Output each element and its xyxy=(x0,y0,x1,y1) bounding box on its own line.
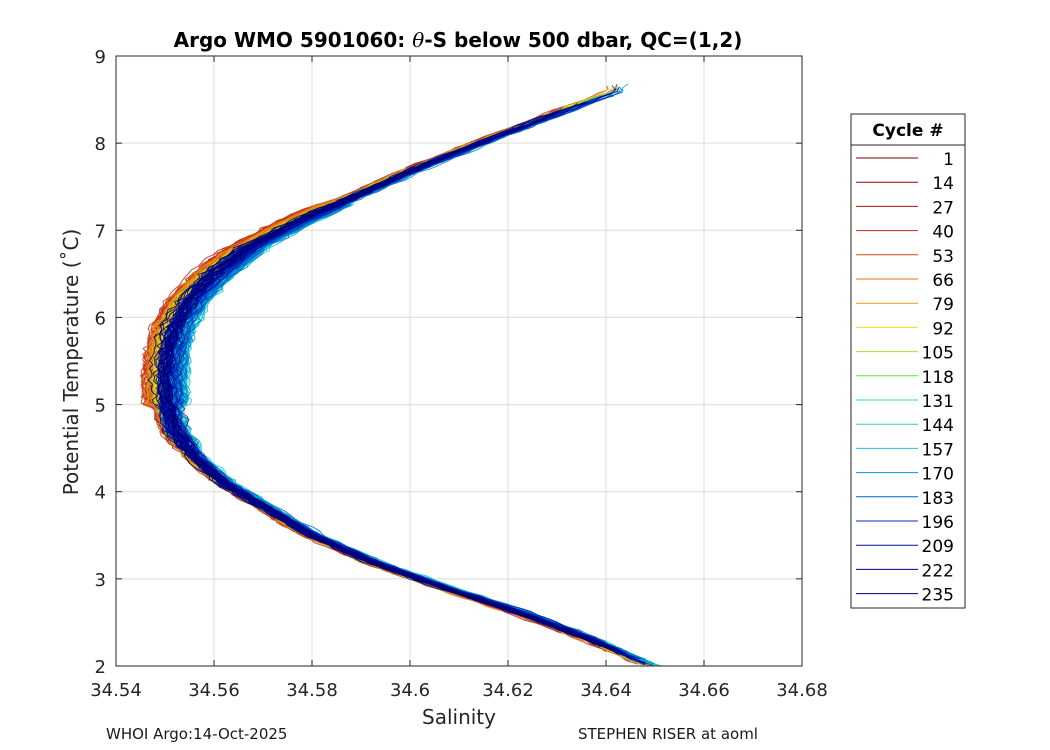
profile-line-cycle xyxy=(157,166,611,650)
legend-label: 40 xyxy=(932,223,954,243)
y-tick-label: 4 xyxy=(95,483,106,504)
profile-line-cycle xyxy=(156,181,581,637)
x-tick-label: 34.56 xyxy=(188,680,240,701)
x-tick-label: 34.6 xyxy=(390,680,430,701)
plot-background xyxy=(116,56,802,666)
legend-label: 1 xyxy=(943,150,954,170)
footer-left: WHOI Argo:14-Oct-2025 xyxy=(106,725,288,743)
x-tick-label: 34.58 xyxy=(286,680,338,701)
y-tick-label: 6 xyxy=(95,308,106,329)
plot-frame xyxy=(115,55,803,667)
y-tick-label: 3 xyxy=(95,570,106,591)
y-tick-label: 7 xyxy=(95,221,106,242)
legend-label: 118 xyxy=(922,368,954,388)
chart-title: Argo WMO 5901060: θ-S below 500 dbar, QC… xyxy=(174,28,743,52)
legend-label: 196 xyxy=(922,513,954,533)
legend-label: 235 xyxy=(922,586,954,606)
x-tick-label: 34.66 xyxy=(678,680,730,701)
y-tick-label: 2 xyxy=(95,657,106,678)
legend-items: 1 14 27 40 53 66 79 92 105 118 131 144 157 170 183 196 2… xyxy=(856,150,954,606)
legend: Cycle # 1 14 27 40 53 66 79 92 105 118 131 144 157 17… xyxy=(850,113,966,609)
chart-title-theta: θ xyxy=(412,28,424,52)
profile-line-cycle xyxy=(147,160,613,652)
legend-title: Cycle # xyxy=(872,121,943,141)
y-axis-ticks: 2 3 4 5 6 7 8 9 xyxy=(95,47,802,678)
legend-label: 66 xyxy=(932,271,954,291)
x-axis-ticks: 34.54 34.56 34.58 34.6 34.62 34.64 34.66 34.68 xyxy=(90,56,828,701)
legend-label: 222 xyxy=(922,561,954,581)
legend-label: 14 xyxy=(932,174,954,194)
legend-label: 209 xyxy=(922,537,954,557)
profile-line-cycle xyxy=(166,119,624,654)
chart-title-suffix: -S below 500 dbar, QC=(1,2) xyxy=(424,28,742,52)
x-tick-label: 34.54 xyxy=(90,680,142,701)
legend-label: 105 xyxy=(922,344,954,364)
x-tick-label: 34.62 xyxy=(482,680,534,701)
legend-label: 53 xyxy=(932,247,954,267)
legend-label: 79 xyxy=(932,295,954,315)
profile-lines xyxy=(139,83,662,667)
y-tick-label: 8 xyxy=(95,134,106,155)
footer-right: STEPHEN RISER at aoml xyxy=(578,725,758,743)
x-tick-label: 34.68 xyxy=(776,680,828,701)
legend-label: 131 xyxy=(922,392,954,412)
legend-label: 144 xyxy=(922,416,954,436)
chart-title-prefix: Argo WMO 5901060: xyxy=(174,28,413,52)
y-tick-label: 5 xyxy=(95,396,106,417)
x-axis-label: Salinity xyxy=(422,705,496,729)
x-tick-label: 34.64 xyxy=(580,680,632,701)
legend-label: 157 xyxy=(922,440,954,460)
legend-label: 92 xyxy=(932,319,954,339)
legend-box xyxy=(850,113,966,609)
legend-label: 27 xyxy=(932,198,954,218)
y-axis-label: Potential Temperature (˚C) xyxy=(59,229,83,496)
legend-label: 170 xyxy=(922,465,954,485)
legend-label: 183 xyxy=(922,489,954,509)
y-tick-label: 9 xyxy=(95,47,106,68)
